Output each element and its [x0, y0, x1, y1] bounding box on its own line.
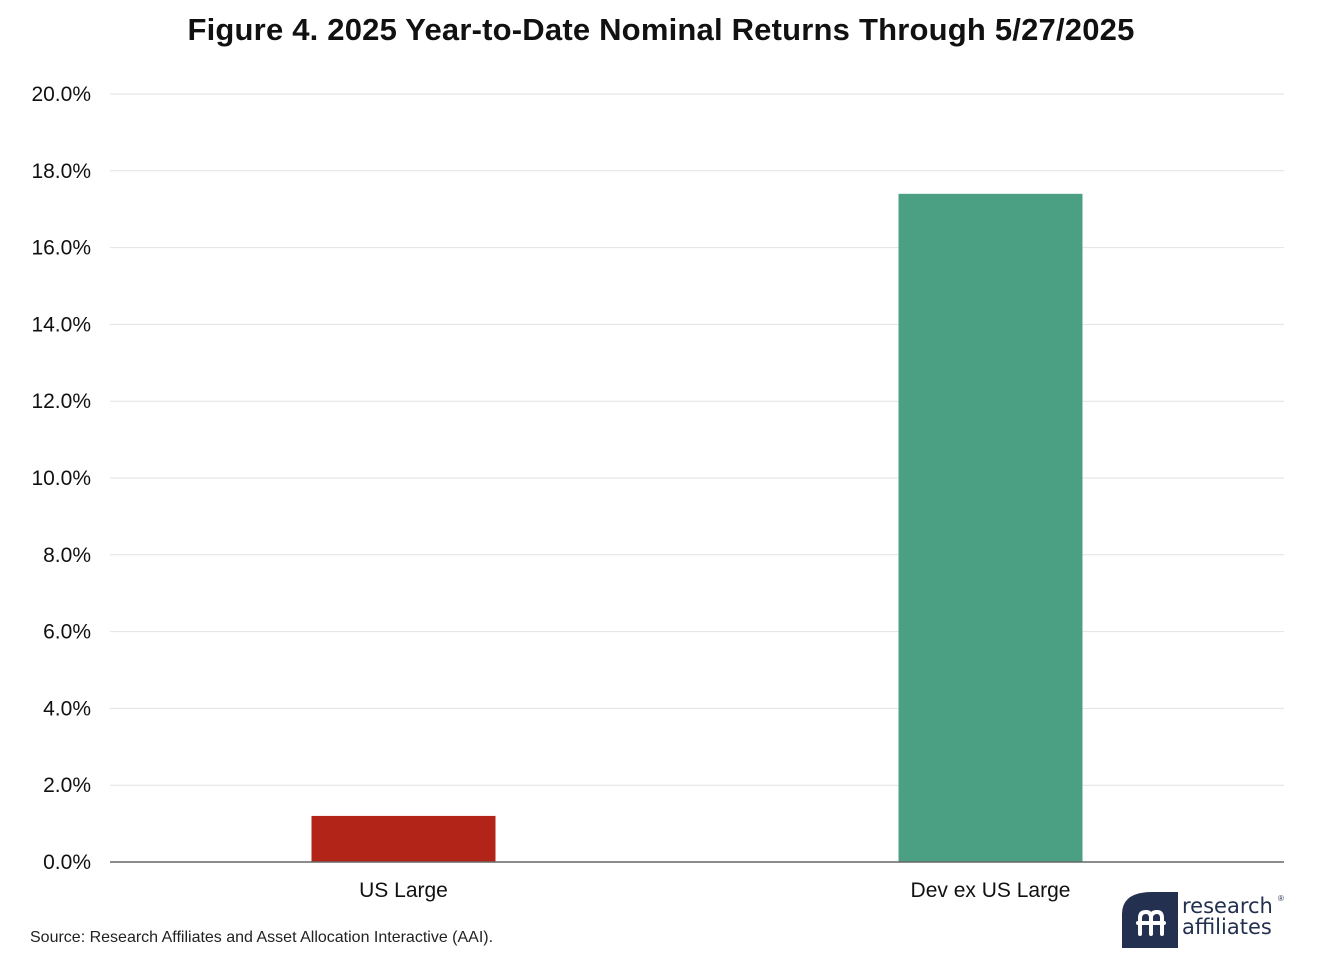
y-tick-label: 0.0% [43, 851, 91, 874]
research-affiliates-logo: research affiliates ® [1122, 892, 1292, 948]
x-axis-category-labels: US Large Dev ex US Large [359, 879, 1070, 902]
y-tick-label: 8.0% [43, 544, 91, 567]
logo-wordmark-line2: affiliates [1182, 915, 1272, 939]
chart-title: Figure 4. 2025 Year-to-Date Nominal Retu… [187, 12, 1135, 47]
logo-wordmark-line1: research [1182, 894, 1273, 918]
x-category-label: US Large [359, 879, 448, 902]
y-tick-label: 6.0% [43, 621, 91, 644]
gridlines [110, 93, 1284, 786]
bars [311, 193, 1083, 863]
bar [898, 193, 1083, 863]
source-note: Source: Research Affiliates and Asset Al… [30, 929, 494, 946]
y-tick-label: 12.0% [31, 390, 91, 413]
y-tick-label: 16.0% [31, 237, 91, 260]
y-tick-label: 2.0% [43, 774, 91, 797]
bar [311, 815, 496, 862]
registered-mark-icon: ® [1278, 894, 1284, 903]
y-tick-label: 10.0% [31, 467, 91, 490]
x-category-label: Dev ex US Large [911, 879, 1071, 902]
logo-mark-icon [1122, 892, 1178, 948]
y-tick-label: 14.0% [31, 313, 91, 336]
y-tick-label: 4.0% [43, 697, 91, 720]
logo-wordmark: research affiliates [1182, 896, 1273, 938]
y-axis-tick-labels: 0.0% 2.0% 4.0% 6.0% 8.0% 10.0% 12.0% 14.0% 16.0%… [31, 83, 91, 874]
y-tick-label: 20.0% [31, 83, 91, 106]
y-tick-label: 18.0% [31, 160, 91, 183]
